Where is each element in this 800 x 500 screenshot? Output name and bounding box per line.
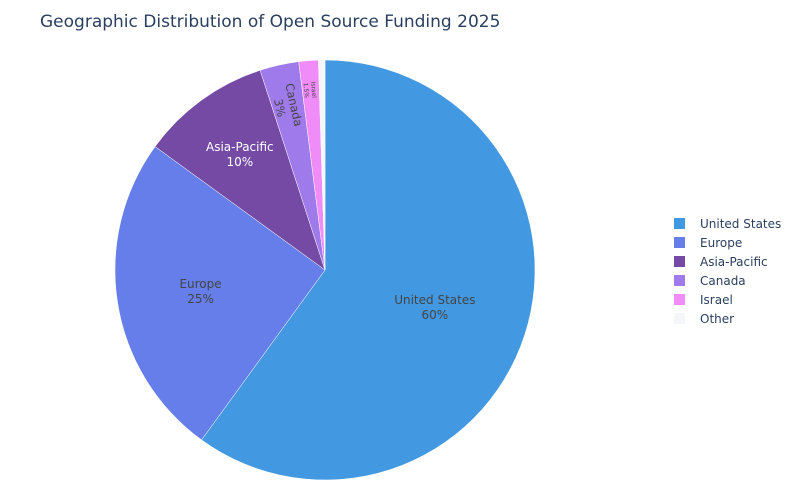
slice-label-united-states: United States 60% — [394, 293, 475, 322]
legend-label: Canada — [700, 273, 746, 288]
legend-item-united-states[interactable]: United States — [674, 214, 781, 233]
legend-swatch — [674, 275, 685, 286]
slice-label-name: Europe — [179, 277, 221, 291]
slice-label-name: Israel — [309, 81, 317, 98]
legend: United States Europe Asia-Pacific Canada Isr… — [674, 214, 781, 328]
slice-label-percent: 3% — [271, 98, 289, 119]
pie-slice-other[interactable] — [318, 59, 326, 271]
slice-label-israel: Israel1.5% — [302, 81, 318, 99]
legend-label: United States — [700, 216, 782, 231]
pie-slice-asia-pacific[interactable] — [154, 69, 326, 271]
legend-swatch — [674, 313, 685, 324]
legend-swatch — [674, 256, 685, 267]
pie-slice-europe[interactable] — [114, 146, 326, 441]
legend-label: Other — [700, 311, 735, 326]
slice-label-asia-pacific: Asia-Pacific 10% — [206, 140, 274, 169]
slice-label-europe: Europe 25% — [179, 277, 221, 306]
slice-label-name: United States — [394, 293, 475, 307]
chart-title: Geographic Distribution of Open Source F… — [40, 12, 501, 32]
legend-label: Israel — [700, 292, 733, 307]
legend-label: Asia-Pacific — [700, 254, 768, 269]
legend-swatch — [674, 294, 685, 305]
legend-item-israel[interactable]: Israel — [674, 290, 781, 309]
legend-item-asia-pacific[interactable]: Asia-Pacific — [674, 252, 781, 271]
legend-label: Europe — [700, 235, 743, 250]
slice-label-name: Asia-Pacific — [206, 140, 274, 154]
slice-label-percent: 10% — [226, 155, 253, 169]
legend-item-europe[interactable]: Europe — [674, 233, 781, 252]
legend-item-canada[interactable]: Canada — [674, 271, 781, 290]
slice-label-percent: 60% — [422, 308, 449, 322]
slice-label-percent: 1.5% — [302, 82, 310, 98]
legend-swatch — [674, 237, 685, 248]
legend-swatch — [674, 218, 685, 229]
legend-item-other[interactable]: Other — [674, 309, 781, 328]
slice-label-percent: 25% — [187, 292, 214, 306]
pie-slice-united-states[interactable] — [201, 59, 536, 481]
